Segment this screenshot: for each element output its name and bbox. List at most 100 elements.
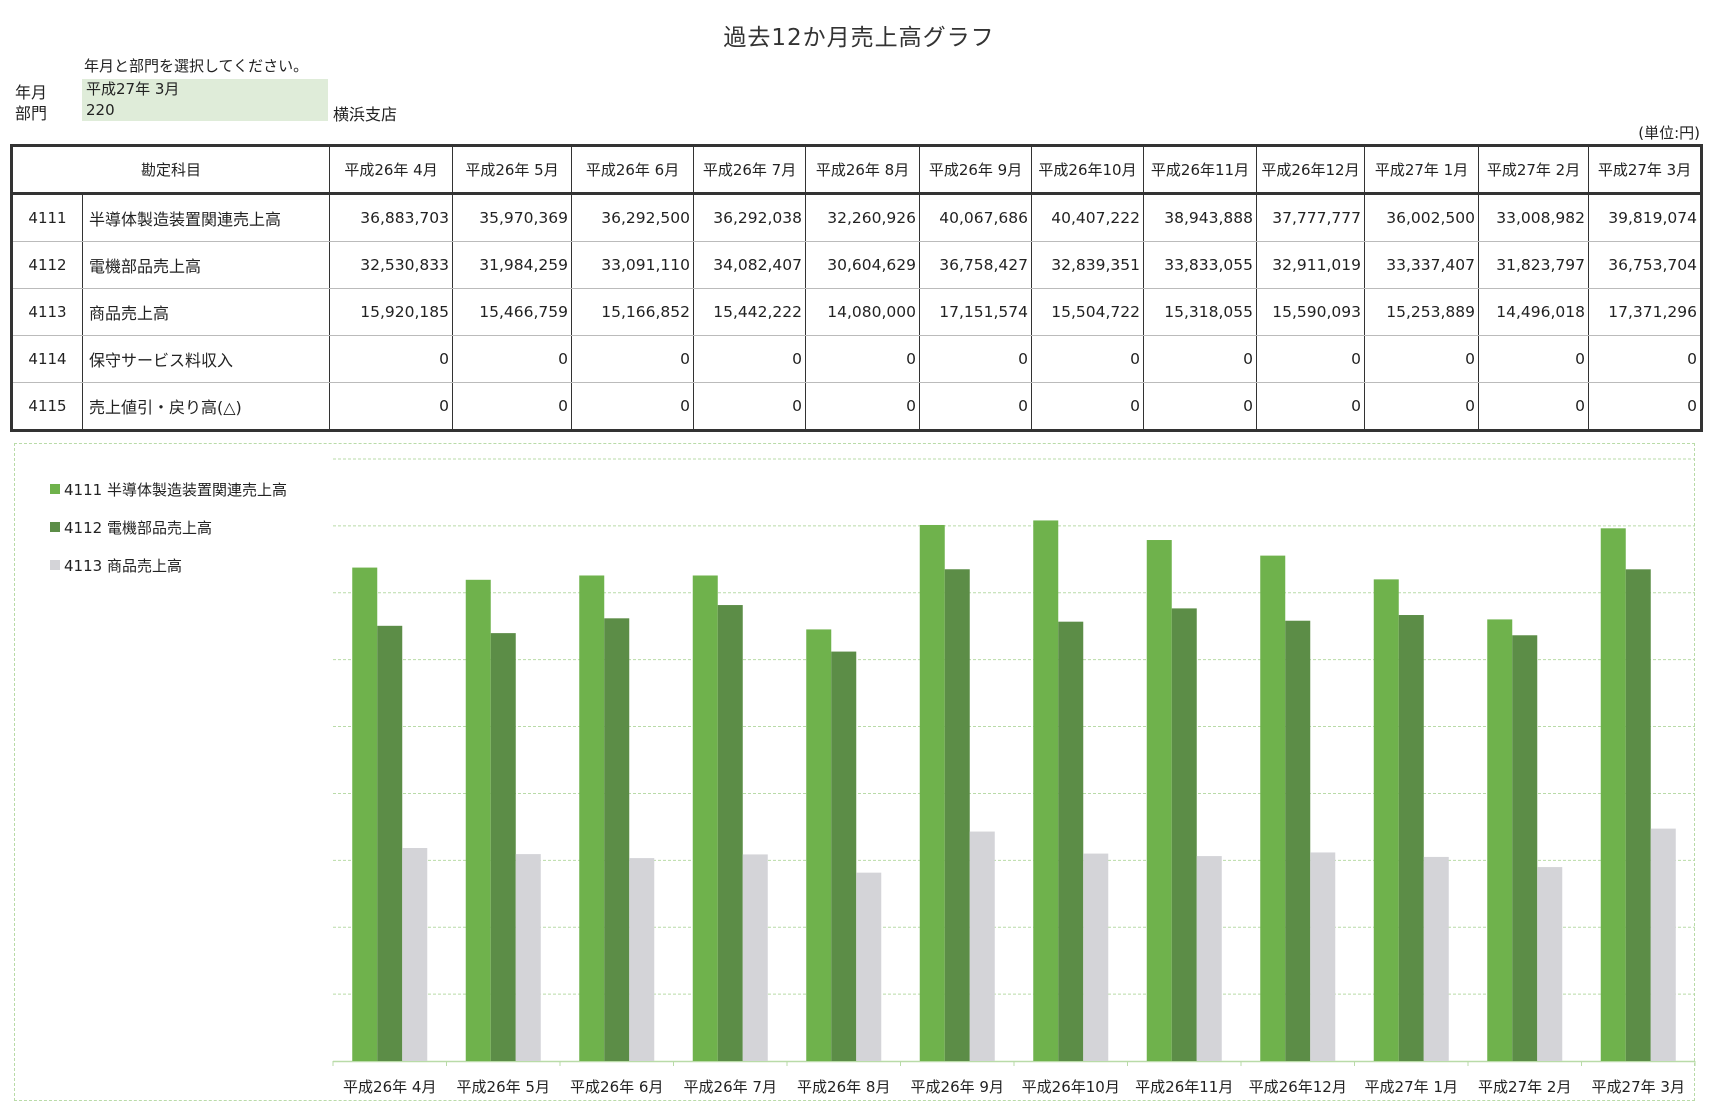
bar — [1196, 856, 1222, 1061]
amount-cell: 0 — [452, 335, 572, 383]
bar — [1398, 615, 1424, 1061]
header-month: 平成26年 6月 — [571, 145, 694, 195]
amount-cell: 0 — [1031, 335, 1144, 383]
amount-cell: 0 — [1364, 335, 1479, 383]
account-name: 電機部品売上高 — [81, 241, 330, 289]
amount-cell: 33,008,982 — [1478, 193, 1589, 242]
bar — [1625, 569, 1651, 1061]
amount-cell: 36,292,500 — [571, 193, 694, 242]
bar — [919, 524, 945, 1061]
bar — [579, 575, 605, 1061]
x-axis-label: 平成26年 7月 — [684, 1078, 777, 1096]
amount-cell: 32,260,926 — [805, 193, 920, 242]
amount-cell: 0 — [329, 382, 453, 431]
amount-cell: 0 — [919, 335, 1032, 383]
amount-cell: 39,819,074 — [1588, 193, 1702, 242]
account-code: 4115 — [28, 397, 67, 415]
header-month: 平成27年 2月 — [1478, 145, 1589, 195]
bar — [1373, 579, 1399, 1061]
bar — [1171, 608, 1197, 1061]
legend-label: 4111 半導体製造装置関連売上高 — [64, 480, 287, 499]
amount-cell: 0 — [1256, 382, 1365, 431]
header-month: 平成26年12月 — [1256, 145, 1365, 195]
amount-cell: 0 — [1031, 382, 1144, 431]
bar — [1285, 620, 1311, 1061]
amount-cell: 0 — [1478, 382, 1589, 431]
amount-cell: 0 — [1256, 335, 1365, 383]
amount-cell: 15,920,185 — [329, 288, 453, 336]
department-name: 横浜支店 — [333, 105, 398, 124]
bar — [377, 625, 403, 1061]
amount-cell: 0 — [805, 382, 920, 431]
year-month-input[interactable]: 平成27年 3月 — [82, 79, 328, 100]
amount-cell: 0 — [452, 382, 572, 431]
amount-cell: 33,091,110 — [571, 241, 694, 289]
legend-item: 4113 商品売上高 — [50, 546, 287, 584]
sales-table: 勘定科目 平成26年 4月 平成26年 5月 平成26年 6月 平成26年 7月 平成2… — [10, 144, 1704, 432]
x-axis-label: 平成27年 2月 — [1478, 1078, 1571, 1096]
page-title: 過去12か月売上高グラフ — [723, 25, 995, 51]
table-header-row: 勘定科目 平成26年 4月 平成26年 5月 平成26年 6月 平成26年 7月 平成2… — [10, 145, 1702, 195]
x-axis-label: 平成26年 4月 — [343, 1078, 436, 1096]
unit-note: (単位:円) — [1638, 124, 1700, 142]
department-input[interactable]: 220 — [82, 100, 328, 121]
amount-cell: 40,067,686 — [919, 193, 1032, 242]
department-label: 部門 — [15, 104, 48, 123]
amount-cell: 33,833,055 — [1143, 241, 1257, 289]
account-code: 4114 — [11, 335, 83, 383]
legend-label: 4112 電機部品売上高 — [64, 518, 212, 537]
header-month: 平成26年 5月 — [452, 145, 572, 195]
table-row: 4113 商品売上高 15,920,185 15,466,759 15,166,852 1… — [11, 288, 1702, 336]
amount-cell: 36,753,704 — [1588, 241, 1702, 289]
bar — [629, 858, 655, 1061]
x-axis-label: 平成26年 8月 — [797, 1078, 890, 1096]
amount-cell: 0 — [1143, 335, 1257, 383]
legend-swatch-icon — [50, 560, 60, 570]
bar — [1058, 621, 1084, 1061]
amount-cell: 0 — [1588, 335, 1702, 383]
amount-cell: 17,151,574 — [919, 288, 1032, 336]
bar — [1423, 856, 1449, 1061]
legend-swatch-icon — [50, 484, 60, 494]
account-code: 4113 — [11, 288, 83, 336]
amount-cell: 38,943,888 — [1143, 193, 1257, 242]
amount-cell: 0 — [693, 382, 806, 431]
account-code: 4112 — [11, 241, 83, 289]
header-month: 平成26年 9月 — [919, 145, 1032, 195]
x-axis-label: 平成26年12月 — [1249, 1078, 1347, 1096]
bar — [1600, 528, 1626, 1061]
amount-cell: 36,758,427 — [919, 241, 1032, 289]
amount-cell: 15,590,093 — [1256, 288, 1365, 336]
bar — [692, 575, 718, 1061]
legend-label: 4113 商品売上高 — [64, 556, 182, 575]
amount-cell: 0 — [571, 382, 694, 431]
amount-cell: 0 — [805, 335, 920, 383]
account-code: 4111 — [11, 193, 83, 242]
amount-cell: 36,292,038 — [693, 193, 806, 242]
account-name: 保守サービス料収入 — [81, 335, 330, 383]
instruction-text: 年月と部門を選択してください。 — [84, 57, 309, 75]
bar — [856, 872, 882, 1061]
bar — [1310, 852, 1336, 1061]
bar — [831, 651, 857, 1061]
amount-cell: 15,318,055 — [1143, 288, 1257, 336]
header-month: 平成27年 1月 — [1364, 145, 1479, 195]
bar — [490, 633, 516, 1061]
header-month: 平成26年 7月 — [693, 145, 806, 195]
x-axis-label: 平成26年 9月 — [911, 1078, 1004, 1096]
amount-cell: 33,337,407 — [1364, 241, 1479, 289]
bar — [1512, 635, 1538, 1061]
bar — [969, 831, 995, 1061]
bar — [1146, 540, 1172, 1061]
chart-area — [14, 443, 1695, 1101]
header-month: 平成26年 8月 — [805, 145, 920, 195]
amount-cell: 31,984,259 — [452, 241, 572, 289]
table-row: 4112 電機部品売上高 32,530,833 31,984,259 33,091,11… — [11, 241, 1702, 289]
amount-cell: 37,777,777 — [1256, 193, 1365, 242]
legend-item: 4112 電機部品売上高 — [50, 508, 287, 546]
header-month: 平成26年11月 — [1143, 145, 1257, 195]
year-month-label: 年月 — [15, 83, 48, 102]
header-account: 勘定科目 — [10, 145, 330, 195]
amount-cell: 0 — [919, 382, 1032, 431]
amount-cell: 0 — [693, 335, 806, 383]
